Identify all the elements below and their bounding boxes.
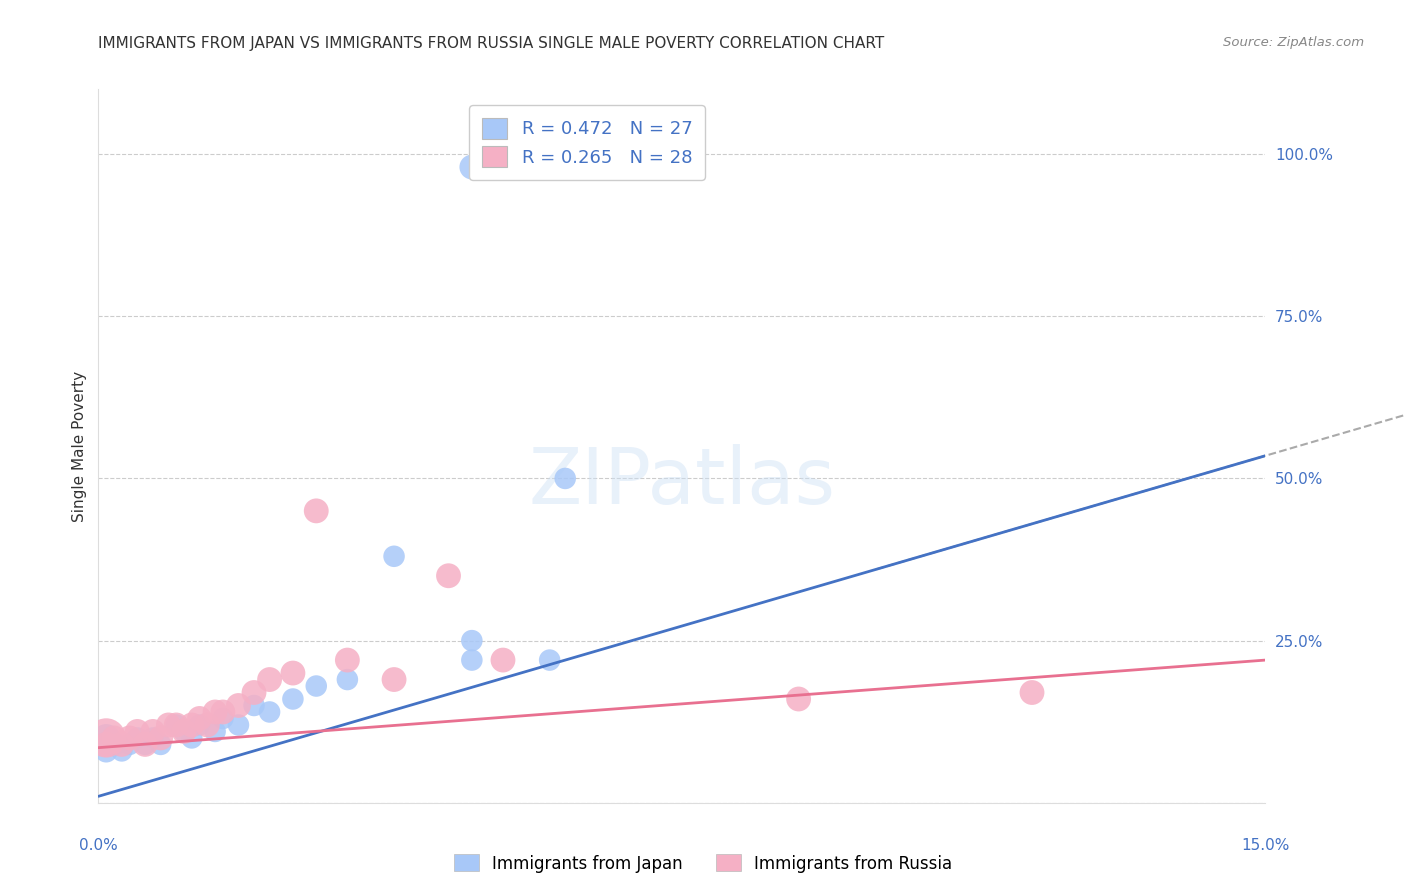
Point [259, 673, 281, 687]
Point [336, 673, 359, 687]
Point [111, 738, 134, 752]
Point [228, 698, 250, 713]
Point [180, 731, 202, 745]
Point [538, 653, 561, 667]
Legend: Immigrants from Japan, Immigrants from Russia: Immigrants from Japan, Immigrants from R… [447, 847, 959, 880]
Point [111, 744, 134, 758]
Point [157, 718, 180, 732]
Point [188, 718, 211, 732]
Point [259, 705, 281, 719]
Point [103, 738, 125, 752]
Point [461, 160, 484, 174]
Point [461, 653, 484, 667]
Point [96, 731, 118, 745]
Point [165, 718, 187, 732]
Point [243, 685, 266, 699]
Point [492, 653, 515, 667]
Point [142, 731, 165, 745]
Point [195, 718, 218, 732]
Point [281, 666, 304, 681]
Point [165, 718, 187, 732]
Point [149, 731, 172, 745]
Point [96, 731, 118, 745]
Point [787, 692, 810, 706]
Point [134, 738, 156, 752]
Y-axis label: Single Male Poverty: Single Male Poverty [72, 370, 87, 522]
Point [1021, 685, 1043, 699]
Point [243, 698, 266, 713]
Point [281, 692, 304, 706]
Point [228, 718, 250, 732]
Point [336, 653, 359, 667]
Text: IMMIGRANTS FROM JAPAN VS IMMIGRANTS FROM RUSSIA SINGLE MALE POVERTY CORRELATION : IMMIGRANTS FROM JAPAN VS IMMIGRANTS FROM… [98, 36, 884, 51]
Text: ZIPatlas: ZIPatlas [529, 443, 835, 520]
Text: 0.0%: 0.0% [79, 838, 118, 854]
Point [134, 738, 156, 752]
Point [127, 731, 149, 745]
Point [305, 504, 328, 518]
Point [118, 731, 141, 745]
Point [127, 724, 149, 739]
Point [142, 724, 165, 739]
Point [554, 471, 576, 485]
Point [437, 568, 460, 582]
Text: 15.0%: 15.0% [1241, 838, 1289, 854]
Point [212, 711, 235, 725]
Point [382, 549, 405, 564]
Point [382, 673, 405, 687]
Point [212, 705, 235, 719]
Legend: R = 0.472   N = 27, R = 0.265   N = 28: R = 0.472 N = 27, R = 0.265 N = 28 [470, 105, 704, 179]
Point [173, 724, 195, 739]
Point [204, 705, 226, 719]
Point [103, 731, 125, 745]
Point [118, 738, 141, 752]
Point [204, 724, 226, 739]
Point [305, 679, 328, 693]
Text: Source: ZipAtlas.com: Source: ZipAtlas.com [1223, 36, 1364, 49]
Point [96, 738, 118, 752]
Point [96, 744, 118, 758]
Point [173, 724, 195, 739]
Point [149, 738, 172, 752]
Point [461, 633, 484, 648]
Point [188, 711, 211, 725]
Point [180, 718, 202, 732]
